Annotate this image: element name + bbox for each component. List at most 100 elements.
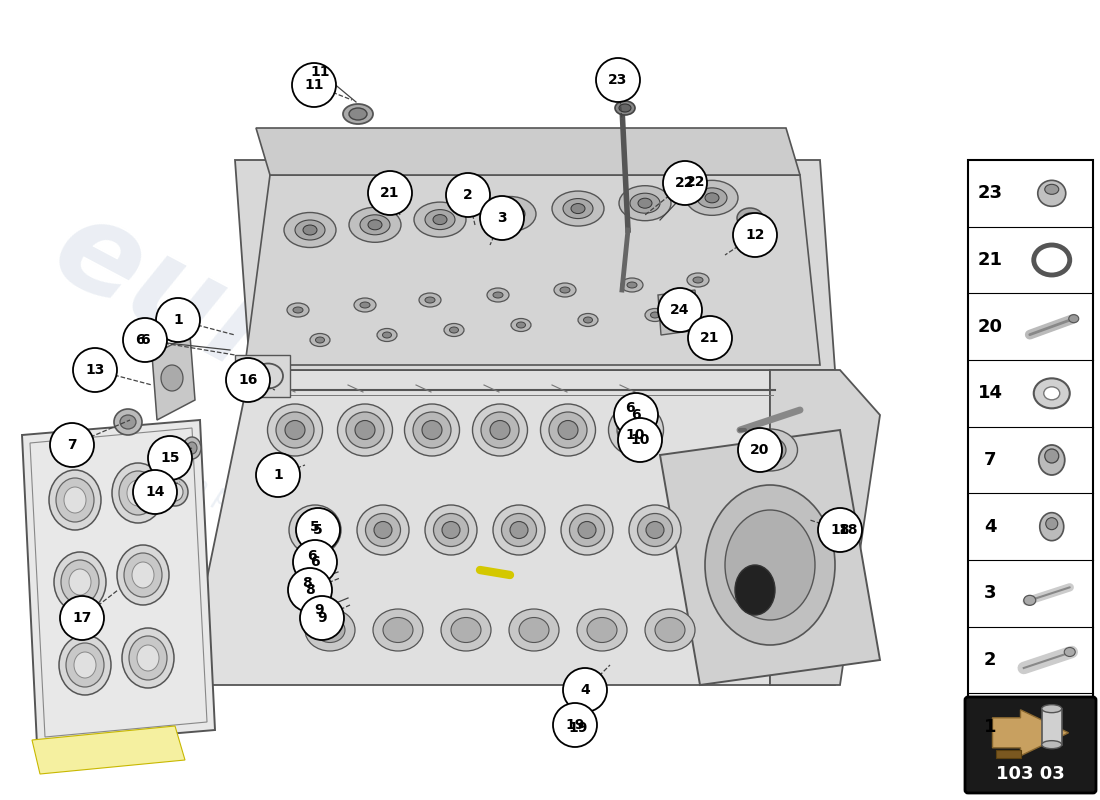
Ellipse shape <box>69 569 91 595</box>
Circle shape <box>368 171 412 215</box>
Ellipse shape <box>490 421 510 439</box>
Ellipse shape <box>650 312 660 318</box>
Bar <box>1042 709 1062 745</box>
Ellipse shape <box>654 618 685 642</box>
Text: 7: 7 <box>983 451 997 469</box>
Ellipse shape <box>554 283 576 297</box>
Ellipse shape <box>124 553 162 597</box>
Ellipse shape <box>621 278 643 292</box>
Ellipse shape <box>744 223 766 241</box>
Text: 10: 10 <box>630 433 650 447</box>
Ellipse shape <box>50 470 101 530</box>
Text: 22: 22 <box>686 175 706 189</box>
Ellipse shape <box>725 510 815 620</box>
Ellipse shape <box>563 198 593 218</box>
Ellipse shape <box>1038 445 1065 475</box>
Polygon shape <box>256 128 800 175</box>
Ellipse shape <box>405 404 460 456</box>
Ellipse shape <box>295 220 324 240</box>
Polygon shape <box>770 370 835 685</box>
Ellipse shape <box>444 323 464 337</box>
Ellipse shape <box>1044 387 1059 400</box>
Text: 2: 2 <box>983 651 997 669</box>
Ellipse shape <box>126 480 148 506</box>
Ellipse shape <box>267 404 322 456</box>
Ellipse shape <box>365 514 400 546</box>
Ellipse shape <box>450 327 459 333</box>
Text: 18: 18 <box>838 523 858 537</box>
Text: 21: 21 <box>701 331 719 345</box>
Ellipse shape <box>377 329 397 342</box>
Ellipse shape <box>645 609 695 651</box>
Ellipse shape <box>558 421 578 439</box>
Ellipse shape <box>368 220 382 230</box>
Polygon shape <box>22 420 215 745</box>
Circle shape <box>658 288 702 332</box>
Text: 5: 5 <box>314 523 323 537</box>
Ellipse shape <box>187 442 197 454</box>
Ellipse shape <box>615 101 635 115</box>
Text: 20: 20 <box>750 443 770 457</box>
Ellipse shape <box>285 421 305 439</box>
Ellipse shape <box>425 210 455 230</box>
Ellipse shape <box>383 332 392 338</box>
Ellipse shape <box>59 635 111 695</box>
Ellipse shape <box>315 618 345 642</box>
Ellipse shape <box>1037 180 1066 206</box>
Circle shape <box>148 436 192 480</box>
Ellipse shape <box>112 463 164 523</box>
Ellipse shape <box>422 421 442 439</box>
Circle shape <box>256 453 300 497</box>
Text: 18: 18 <box>830 523 849 537</box>
Ellipse shape <box>302 225 317 235</box>
Text: 7: 7 <box>67 438 77 452</box>
Ellipse shape <box>688 273 710 287</box>
Ellipse shape <box>360 214 390 235</box>
Ellipse shape <box>167 483 183 501</box>
Ellipse shape <box>129 636 167 680</box>
Polygon shape <box>770 370 880 685</box>
Polygon shape <box>996 750 1021 758</box>
Ellipse shape <box>1065 647 1076 657</box>
Text: 23: 23 <box>608 73 628 87</box>
Ellipse shape <box>686 180 738 215</box>
Circle shape <box>733 213 777 257</box>
Text: 22: 22 <box>675 176 695 190</box>
Ellipse shape <box>1042 705 1062 713</box>
Circle shape <box>226 358 270 402</box>
Circle shape <box>288 568 332 612</box>
Ellipse shape <box>122 628 174 688</box>
Ellipse shape <box>509 609 559 651</box>
Ellipse shape <box>693 277 703 283</box>
Ellipse shape <box>419 293 441 307</box>
Ellipse shape <box>451 618 481 642</box>
Circle shape <box>614 393 658 437</box>
Ellipse shape <box>638 514 672 546</box>
Ellipse shape <box>737 208 763 228</box>
Circle shape <box>296 508 340 552</box>
Ellipse shape <box>570 514 605 546</box>
Ellipse shape <box>360 302 370 308</box>
Ellipse shape <box>1042 741 1062 749</box>
Ellipse shape <box>64 487 86 513</box>
Ellipse shape <box>742 213 757 223</box>
Ellipse shape <box>705 485 835 645</box>
Circle shape <box>156 298 200 342</box>
Text: 12: 12 <box>746 228 764 242</box>
Ellipse shape <box>1045 449 1058 463</box>
Ellipse shape <box>735 565 776 615</box>
Polygon shape <box>245 175 820 365</box>
Text: 1: 1 <box>273 468 283 482</box>
Ellipse shape <box>549 412 587 448</box>
Circle shape <box>293 540 337 584</box>
Circle shape <box>133 470 177 514</box>
Ellipse shape <box>571 203 585 214</box>
Polygon shape <box>185 370 835 685</box>
Ellipse shape <box>540 404 595 456</box>
Text: 11: 11 <box>310 65 330 79</box>
Ellipse shape <box>60 560 99 604</box>
Circle shape <box>123 318 167 362</box>
Text: 24: 24 <box>670 303 690 317</box>
Ellipse shape <box>433 214 447 225</box>
Ellipse shape <box>1040 513 1064 541</box>
